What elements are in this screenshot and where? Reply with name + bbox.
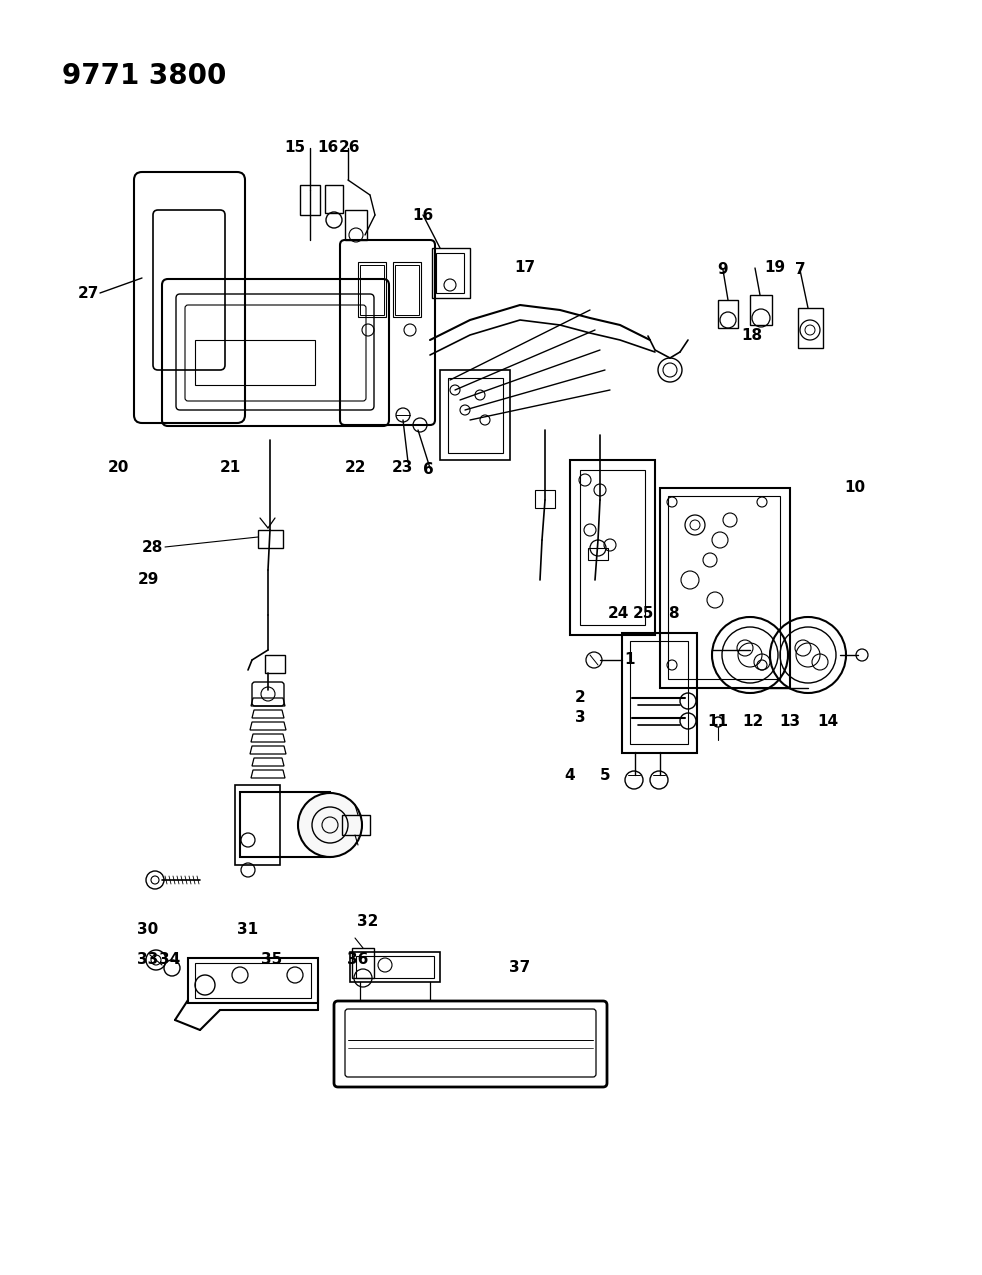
Text: 3: 3 — [574, 710, 585, 725]
Text: 21: 21 — [219, 460, 241, 476]
Text: 10: 10 — [845, 481, 865, 496]
Bar — [356, 956, 434, 978]
Bar — [660, 488, 790, 688]
Text: 9: 9 — [718, 263, 729, 278]
Text: 4: 4 — [565, 768, 575, 783]
Bar — [358, 261, 386, 317]
Bar — [718, 300, 738, 328]
Bar — [630, 641, 688, 745]
Text: 17: 17 — [515, 260, 535, 275]
Bar — [440, 370, 510, 460]
Text: 23: 23 — [391, 460, 412, 476]
Text: 11: 11 — [707, 714, 729, 729]
Bar — [448, 377, 503, 453]
Text: 25: 25 — [632, 607, 654, 621]
Text: 31: 31 — [238, 923, 258, 937]
Text: 7: 7 — [794, 263, 805, 278]
Text: 2: 2 — [574, 691, 585, 705]
Bar — [195, 340, 315, 385]
Bar — [352, 949, 374, 978]
Text: 16: 16 — [412, 208, 434, 223]
Text: 9771 3800: 9771 3800 — [62, 62, 227, 91]
Text: 30: 30 — [137, 923, 159, 937]
Text: 18: 18 — [741, 329, 763, 343]
Bar — [240, 792, 330, 857]
Bar — [300, 185, 320, 215]
Text: 26: 26 — [339, 140, 360, 156]
Text: 12: 12 — [742, 714, 764, 729]
Text: 14: 14 — [817, 714, 839, 729]
Circle shape — [298, 793, 362, 857]
Bar — [580, 470, 645, 625]
Bar — [622, 632, 697, 754]
Text: 34: 34 — [159, 952, 181, 968]
Bar — [342, 815, 370, 835]
Text: 24: 24 — [607, 607, 628, 621]
Bar — [258, 530, 283, 548]
Bar — [535, 490, 555, 507]
Text: 13: 13 — [780, 714, 800, 729]
Text: 27: 27 — [78, 286, 98, 301]
Bar — [350, 952, 440, 982]
Text: 35: 35 — [261, 952, 283, 968]
Bar — [188, 958, 318, 1003]
Bar — [265, 655, 285, 673]
Text: 6: 6 — [422, 463, 433, 478]
Bar — [393, 261, 421, 317]
Bar — [395, 265, 419, 315]
Text: 28: 28 — [141, 539, 163, 555]
Text: 36: 36 — [348, 952, 368, 968]
Text: 19: 19 — [764, 260, 786, 275]
Bar — [750, 295, 772, 325]
Bar — [195, 963, 311, 998]
Text: 15: 15 — [285, 140, 305, 156]
Bar — [432, 249, 470, 298]
Text: 33: 33 — [137, 952, 159, 968]
Text: 32: 32 — [357, 914, 379, 929]
Text: 8: 8 — [668, 607, 679, 621]
Bar — [436, 252, 464, 293]
Bar — [235, 785, 280, 864]
Text: 22: 22 — [346, 460, 366, 476]
Bar — [360, 265, 384, 315]
Text: 16: 16 — [317, 140, 339, 156]
Bar — [668, 496, 780, 680]
Text: 1: 1 — [625, 653, 635, 668]
Text: 5: 5 — [600, 768, 610, 783]
Bar — [798, 309, 823, 348]
Bar — [588, 548, 608, 560]
Text: 29: 29 — [137, 572, 159, 588]
Bar — [570, 460, 655, 635]
Bar — [325, 185, 343, 213]
Text: 37: 37 — [510, 960, 530, 975]
Text: 20: 20 — [107, 460, 129, 476]
Bar — [345, 210, 367, 240]
